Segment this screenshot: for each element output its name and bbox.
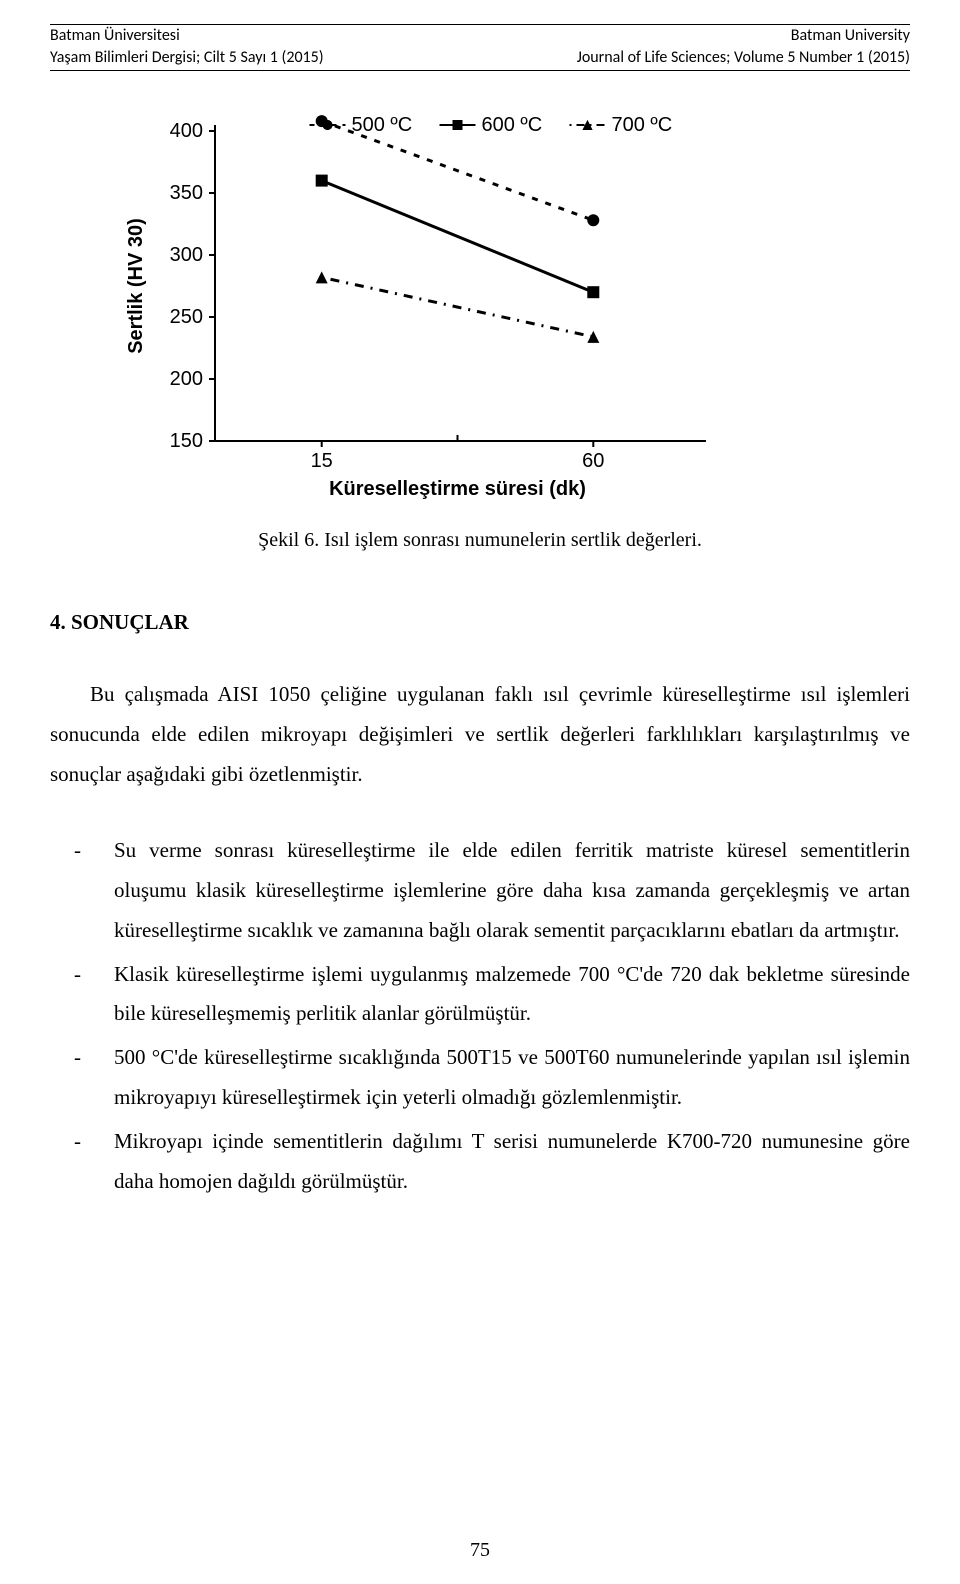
svg-text:60: 60 [582,450,604,472]
page-number: 75 [0,1539,960,1562]
list-item: Su verme sonrası küreselleştirme ile eld… [114,831,910,951]
svg-text:150: 150 [170,430,203,452]
header-rule [50,70,910,71]
header-right-line2: Journal of Life Sciences; Volume 5 Numbe… [577,47,910,69]
header-left-line1: Batman Üniversitesi [50,25,324,47]
page: Batman Üniversitesi Yaşam Bilimleri Derg… [0,0,960,1584]
list-item: Mikroyapı içinde sementitlerin dağılımı … [114,1122,910,1202]
chart-svg: 150 200 250 300 350 400 15 60 Sertlik (HV 30) Kür… [120,111,740,511]
section-heading: 4. SONUÇLAR [50,610,910,635]
figure-caption: Şekil 6. Isıl işlem sonrası numunelerin … [50,529,910,552]
svg-text:500 ºC: 500 ºC [352,114,413,136]
header-left-line2: Yaşam Bilimleri Dergisi; Cilt 5 Sayı 1 (… [50,47,324,69]
header-right-line1: Batman University [577,25,910,47]
svg-text:200: 200 [170,368,203,390]
svg-text:300: 300 [170,244,203,266]
conclusions-list: Su verme sonrası küreselleştirme ile eld… [50,831,910,1202]
svg-text:350: 350 [170,182,203,204]
svg-text:Küreselleştirme süresi (dk): Küreselleştirme süresi (dk) [329,478,586,500]
svg-text:600 ºC: 600 ºC [482,114,543,136]
svg-text:400: 400 [170,120,203,142]
page-header: Batman Üniversitesi Yaşam Bilimleri Derg… [50,25,910,68]
svg-text:250: 250 [170,306,203,328]
svg-text:700 ºC: 700 ºC [612,114,673,136]
svg-text:15: 15 [311,450,333,472]
list-item: 500 °C'de küreselleştirme sıcaklığında 5… [114,1038,910,1118]
svg-text:Sertlik (HV 30): Sertlik (HV 30) [125,218,147,354]
header-left: Batman Üniversitesi Yaşam Bilimleri Derg… [50,25,324,68]
hardness-chart: 150 200 250 300 350 400 15 60 Sertlik (HV 30) Kür… [120,111,740,511]
list-item: Klasik küreselleştirme işlemi uygulanmış… [114,955,910,1035]
intro-paragraph: Bu çalışmada AISI 1050 çeliğine uygulana… [50,675,910,795]
header-right: Batman University Journal of Life Scienc… [577,25,910,68]
